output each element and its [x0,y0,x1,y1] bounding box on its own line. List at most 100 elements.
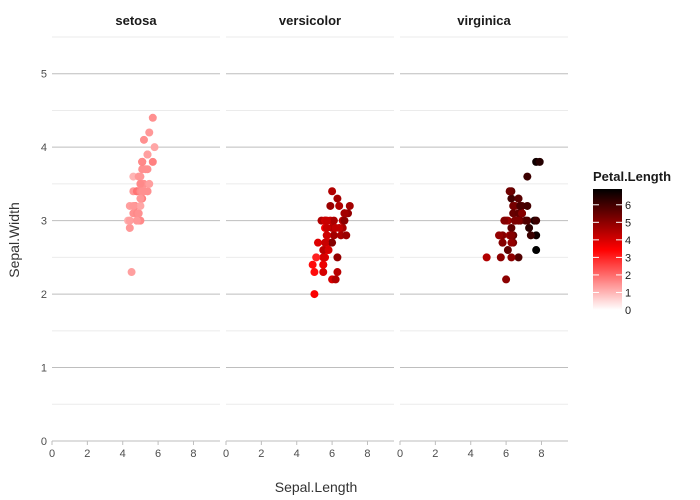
y-tick-label: 0 [41,436,47,448]
x-tick-label: 0 [49,448,55,460]
x-axis-title: Sepal.Length [275,479,358,495]
data-point [500,216,509,225]
facet-virginica: virginica 0 2 4 6 8 [397,13,568,460]
data-point [345,201,354,210]
data-point [139,135,148,144]
x-tick-label: 4 [468,448,474,460]
data-point [148,113,157,122]
x-tick-label: 4 [120,448,126,460]
data-point [514,253,523,262]
facet-setosa: setosa 0 2 4 6 8 [49,13,220,460]
data-point [335,201,344,210]
facet-versicolor: versicolor 0 2 4 6 8 [223,13,394,460]
data-point [329,231,338,240]
data-point [150,143,159,152]
data-point [141,165,150,174]
data-point [145,179,154,188]
data-point [498,238,507,247]
legend-tick-label: 3 [625,252,631,264]
data-point [535,157,544,166]
x-tick-label: 2 [432,448,438,460]
x-tick-label: 4 [294,448,300,460]
data-point [322,223,331,232]
x-tick-label: 6 [329,448,335,460]
facet-strip-label: setosa [115,13,157,28]
data-point [329,216,338,225]
data-point [482,253,491,262]
data-point [145,128,154,137]
data-point [308,260,317,269]
data-point [136,179,145,188]
data-point [328,187,337,196]
y-tick-label: 4 [41,142,47,154]
data-point [507,231,516,240]
data-point [132,216,141,225]
data-point [525,223,534,232]
legend-tick-label: 5 [625,217,631,229]
data-point [321,238,330,247]
data-point [138,187,147,196]
axes-layer: Sepal.Length Sepal.Width 0 1 2 3 4 5 [6,69,357,495]
colorbar [593,189,622,310]
legend-tick-label: 0 [625,305,631,317]
data-point [502,275,511,284]
data-point [125,216,134,225]
data-point [138,157,147,166]
data-point [319,253,328,262]
y-tick-label: 5 [41,69,47,81]
x-tick-label: 0 [223,448,229,460]
colorbar-legend: Petal.Length 0 1 2 3 4 5 6 [593,169,671,317]
data-point [136,194,145,203]
data-point [319,268,328,277]
data-point [496,253,505,262]
x-tick-label: 6 [155,448,161,460]
x-tick-label: 2 [84,448,90,460]
data-point [322,231,331,240]
data-point [331,223,340,232]
data-point [134,209,143,218]
data-point [136,201,145,210]
data-point [322,216,331,225]
facets-layer: setosa 0 2 4 6 8 versicolor 0 2 4 6 8 virginica 0 2 4 6 8 [49,13,568,460]
data-point [127,268,136,277]
data-point [310,268,319,277]
x-tick-label: 0 [397,448,403,460]
x-tick-label: 2 [258,448,264,460]
data-point [507,194,516,203]
data-point [532,246,541,255]
legend-tick-label: 2 [625,270,631,282]
data-point [324,246,333,255]
data-point [507,223,516,232]
data-point [532,216,541,225]
data-point [313,238,322,247]
data-point [526,231,535,240]
data-point [310,290,319,299]
y-axis-title: Sepal.Width [6,202,22,277]
x-tick-label: 8 [190,448,196,460]
y-tick-label: 1 [41,363,47,375]
x-tick-label: 8 [538,448,544,460]
data-point [516,201,525,210]
data-point [134,172,143,181]
data-point [143,150,152,159]
data-point [510,216,519,225]
data-point [523,172,532,181]
data-point [326,201,335,210]
x-tick-label: 8 [364,448,370,460]
legend-tick-label: 1 [625,287,631,299]
data-point [495,231,504,240]
data-point [333,268,342,277]
y-tick-label: 2 [41,289,47,301]
legend-tick-label: 6 [625,200,631,212]
data-point [505,187,514,196]
data-point [514,194,523,203]
data-point [125,223,134,232]
x-tick-label: 6 [503,448,509,460]
data-point [509,201,518,210]
data-point [507,238,516,247]
facet-strip-label: versicolor [279,13,341,28]
data-point [340,216,349,225]
data-point [523,201,532,210]
data-point [312,253,321,262]
